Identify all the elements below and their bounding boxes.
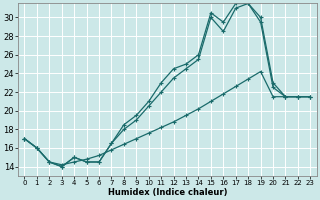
X-axis label: Humidex (Indice chaleur): Humidex (Indice chaleur) bbox=[108, 188, 227, 197]
